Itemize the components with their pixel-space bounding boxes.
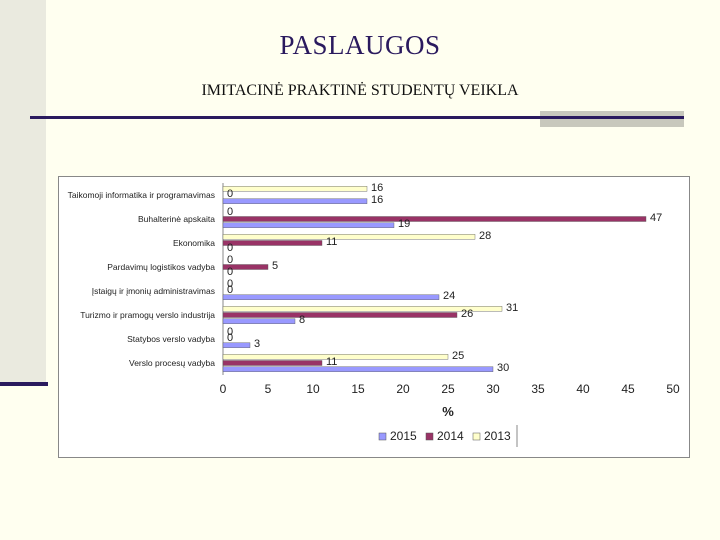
x-tick-label: 0 [220,382,227,396]
category-label: Verslo procesų vadyba [129,358,215,368]
x-tick-label: 20 [396,382,410,396]
category-label: Statybos verslo vadyba [127,334,215,344]
title-rule-block-line [540,116,684,119]
category-label: Įstaigų ir įmonių administravimas [92,286,215,296]
data-label-2014: 26 [461,308,473,320]
data-label-2015: 3 [254,338,260,350]
bar-2015 [222,222,395,228]
legend-label-2014: 2014 [437,429,464,443]
data-label-2013: 0 [227,206,233,218]
data-label-2013: 16 [371,182,383,194]
bar-2015 [222,366,494,372]
data-label-2013: 25 [452,350,464,362]
left-decor-strip [0,0,46,386]
slide-title: PASLAUGOS [279,30,441,60]
bar-2014 [222,216,647,222]
left-decor-line [0,382,48,386]
data-label-2015: 19 [398,218,410,230]
legend-label-2015: 2015 [390,429,417,443]
slide-subtitle: IMITACINĖ PRAKTINĖ STUDENTŲ VEIKLA [201,82,519,99]
data-label-2015: 0 [227,242,233,254]
data-label-2013: 28 [479,230,491,242]
legend-swatch-2015 [378,432,387,441]
x-tick-label: 25 [441,382,455,396]
x-tick-label: 10 [306,382,320,396]
x-tick-label: 50 [666,382,680,396]
chart-container: Taikomoji informatika ir programavimas 16… [58,176,690,458]
x-tick-label: 45 [621,382,635,396]
x-tick-label: 35 [531,382,545,396]
bar-2013 [222,354,449,360]
bar-2013 [222,234,476,240]
bar-2014 [222,360,323,366]
data-label-2014: 11 [326,356,337,368]
bar-chart: Taikomoji informatika ir programavimas 16… [68,182,680,447]
bar-2015 [222,318,296,324]
bar-2015 [222,198,368,204]
data-label-2014: 47 [650,212,662,224]
title-rule-block [540,111,684,127]
bar-2015 [222,342,251,348]
data-label-2013: 0 [227,326,233,338]
data-label-2014: 5 [272,260,278,272]
data-label-2015: 8 [299,314,305,326]
legend-swatch-2013 [472,432,481,441]
data-label-2014: 0 [227,188,233,200]
x-tick-label: 5 [265,382,272,396]
category-label: Ekonomika [173,238,215,248]
x-tick-label: 15 [351,382,365,396]
data-label-2013: 0 [227,254,233,266]
data-label-2015: 0 [227,266,233,278]
bar-2013 [222,306,503,312]
x-tick-label: 40 [576,382,590,396]
category-label: Pardavimų logistikos vadyba [107,262,215,272]
data-label-2013: 31 [506,302,518,314]
category-label: Turizmo ir pramogų verslo industrija [80,310,215,320]
data-label-2015: 16 [371,194,383,206]
data-label-2013: 0 [227,278,233,290]
bar-2014 [222,312,458,318]
bar-2014 [222,240,323,246]
data-label-2014: 0 [227,284,233,296]
data-label-2015: 30 [497,362,509,374]
bar-2013 [222,186,368,192]
data-label-2015: 24 [443,290,455,302]
legend-label-2013: 2013 [484,429,511,443]
title-rule [30,116,540,119]
category-label: Buhalterinė apskaita [138,214,215,224]
bar-2014 [222,264,269,270]
category-label: Taikomoji informatika ir programavimas [68,190,215,200]
x-axis-title: % [442,404,454,419]
legend-swatch-2014 [425,432,434,441]
bar-2015 [222,294,440,300]
data-label-2014: 11 [326,236,337,248]
x-tick-label: 30 [486,382,500,396]
data-label-2014: 0 [227,332,233,344]
